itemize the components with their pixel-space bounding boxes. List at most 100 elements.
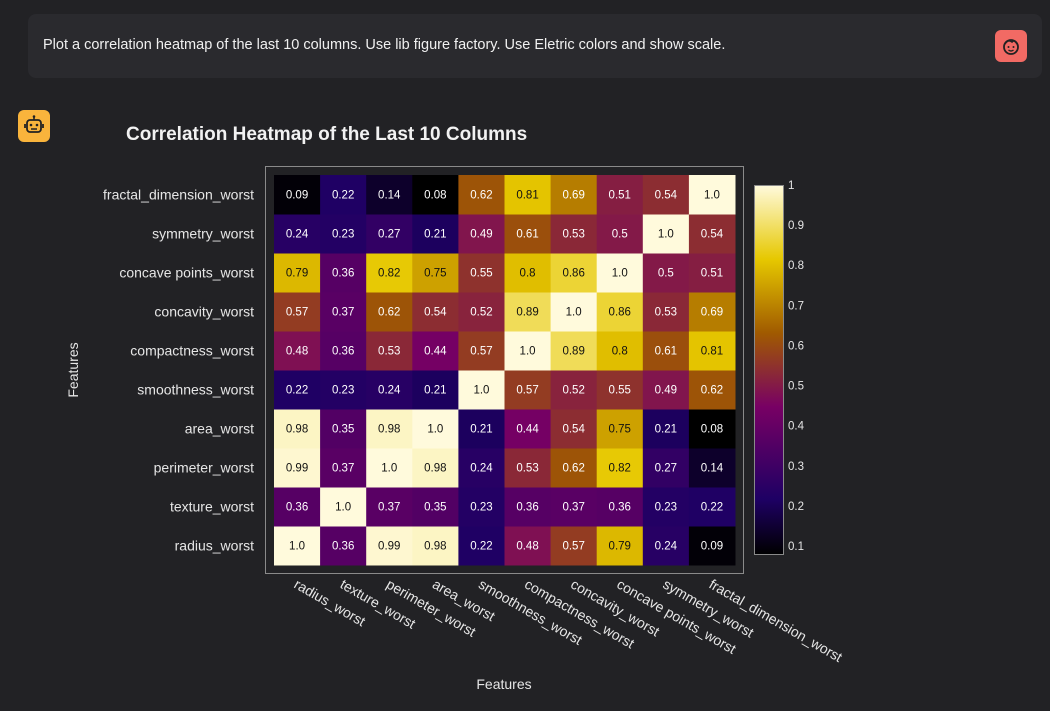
cell-value-label: 0.62 xyxy=(562,463,584,475)
heatmap-cell xyxy=(596,292,644,332)
cell-value-label: 0.23 xyxy=(470,502,492,514)
x-tick-labels: radius_worsttexture_worstperimeter_worst… xyxy=(292,576,846,665)
cell-value-label: 0.75 xyxy=(609,424,631,436)
cell-value-label: 0.57 xyxy=(562,541,584,553)
heatmap-cell xyxy=(274,175,321,215)
heatmap-cell xyxy=(688,409,736,449)
heatmap-cell xyxy=(412,487,459,527)
heatmap-cell xyxy=(642,253,690,293)
y-tick-label: perimeter_worst xyxy=(154,460,254,476)
cell-value-label: 1.0 xyxy=(658,229,674,241)
heatmap-cell xyxy=(412,292,459,332)
heatmap-cell xyxy=(320,487,367,527)
heatmap-cell xyxy=(274,331,321,371)
cell-value-label: 1.0 xyxy=(289,541,305,553)
colorbar-tick-label: 0.6 xyxy=(788,340,804,352)
cell-value-label: 0.98 xyxy=(378,424,400,436)
cell-value-label: 0.22 xyxy=(470,541,492,553)
heatmap-cell xyxy=(596,487,644,527)
cell-value-label: 0.99 xyxy=(378,541,400,553)
cell-value-label: 0.24 xyxy=(286,229,309,241)
cell-value-label: 0.51 xyxy=(701,268,723,280)
heatmap-cell xyxy=(688,214,736,254)
colorbar-tick-label: 1 xyxy=(788,180,794,192)
cell-value-label: 0.27 xyxy=(655,463,677,475)
colorbar-tick-label: 0.4 xyxy=(788,421,805,433)
heatmap-cell xyxy=(366,487,413,527)
heatmap-cell xyxy=(320,370,367,410)
heatmap-cell xyxy=(688,487,736,527)
y-tick-label: radius_worst xyxy=(175,538,254,554)
heatmap-cell xyxy=(504,253,552,293)
y-tick-label: concavity_worst xyxy=(154,304,254,320)
heatmap-cell xyxy=(366,292,413,332)
heatmap-cell xyxy=(366,331,413,371)
heatmap-cell xyxy=(596,175,644,215)
cell-value-label: 0.24 xyxy=(655,541,678,553)
cell-value-label: 0.82 xyxy=(378,268,400,280)
cell-value-label: 0.36 xyxy=(332,268,354,280)
cell-value-label: 0.36 xyxy=(332,541,354,553)
cell-value-label: 0.98 xyxy=(286,424,308,436)
cell-value-label: 1.0 xyxy=(427,424,443,436)
cell-value-label: 0.61 xyxy=(516,229,538,241)
heatmap-cell xyxy=(320,253,367,293)
heatmap-cell xyxy=(458,448,505,488)
heatmap-cell xyxy=(550,175,598,215)
y-tick-labels: radius_worst texture_worst perimeter_worst… xyxy=(103,187,254,554)
heatmap-cell xyxy=(458,292,505,332)
cell-value-label: 0.69 xyxy=(701,307,723,319)
heatmap-cell xyxy=(274,253,321,293)
heatmap-cell xyxy=(550,253,598,293)
cell-value-label: 0.09 xyxy=(286,190,308,202)
cell-value-label: 0.23 xyxy=(332,385,354,397)
cell-value-label: 1.0 xyxy=(704,190,720,202)
heatmap-cell xyxy=(366,448,413,488)
cell-value-label: 0.48 xyxy=(516,541,538,553)
heatmap-cell xyxy=(458,526,505,566)
heatmap-cell xyxy=(550,331,598,371)
cell-value-label: 0.36 xyxy=(609,502,631,514)
heatmap-cell xyxy=(550,526,598,566)
heatmap-cell xyxy=(550,487,598,527)
y-tick-label: smoothness_worst xyxy=(137,382,254,398)
heatmap-cell xyxy=(274,448,321,488)
cell-value-label: 0.53 xyxy=(562,229,584,241)
colorbar-tick-label: 0.3 xyxy=(788,461,804,473)
cell-value-label: 0.57 xyxy=(470,346,492,358)
heatmap-cell xyxy=(366,214,413,254)
plot-frame xyxy=(265,166,744,574)
heatmap-cell xyxy=(320,292,367,332)
cell-value-label: 0.44 xyxy=(516,424,539,436)
cell-value-label: 0.53 xyxy=(378,346,400,358)
cell-value-label: 0.21 xyxy=(424,385,446,397)
cell-value-label: 0.82 xyxy=(609,463,631,475)
heatmap-cell xyxy=(366,409,413,449)
cell-value-label: 0.54 xyxy=(424,307,447,319)
colorbar-tick-label: 0.7 xyxy=(788,300,804,312)
colorbar-ticks: 0.1 0.2 0.3 0.4 0.5 0.6 0.7 0.8 0.9 1 xyxy=(788,180,805,553)
heatmap-cells: 1.0 0.36 0.99 0.98 0.22 0.48 0.57 0.79 0.24 0.09 0… xyxy=(274,175,736,566)
cell-value-label: 1.0 xyxy=(335,502,351,514)
cell-value-label: 0.08 xyxy=(701,424,723,436)
cell-value-label: 0.23 xyxy=(332,229,354,241)
heatmap-cell xyxy=(458,409,505,449)
heatmap-cell xyxy=(412,253,459,293)
robot-icon xyxy=(18,110,50,142)
cell-value-label: 0.98 xyxy=(424,541,446,553)
cell-value-label: 0.14 xyxy=(378,190,401,202)
heatmap-cell xyxy=(458,487,505,527)
heatmap-cell xyxy=(642,487,690,527)
heatmap-cell xyxy=(458,331,505,371)
heatmap-cell xyxy=(596,526,644,566)
cell-value-label: 1.0 xyxy=(381,463,397,475)
y-tick-label: area_worst xyxy=(185,421,254,437)
cell-value-label: 0.52 xyxy=(562,385,584,397)
cell-value-label: 0.37 xyxy=(332,463,354,475)
cell-value-label: 0.22 xyxy=(701,502,723,514)
heatmap-cell xyxy=(596,214,644,254)
heatmap-cell xyxy=(320,331,367,371)
y-tick-label: symmetry_worst xyxy=(152,226,254,242)
cell-value-label: 0.37 xyxy=(332,307,354,319)
heatmap-cell xyxy=(688,370,736,410)
